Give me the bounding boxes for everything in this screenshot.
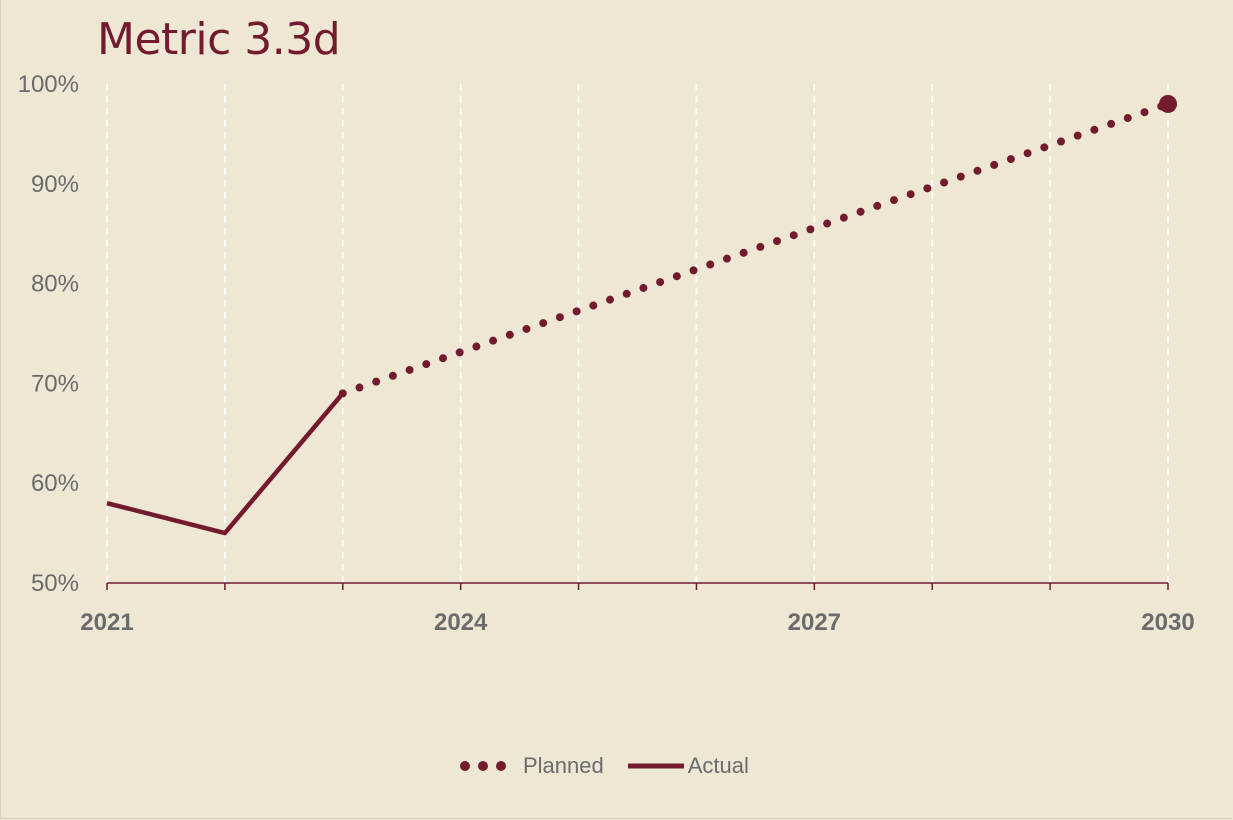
legend-solid-line-icon [627,763,684,769]
legend-label-planned: Planned [523,753,604,778]
legend-item-planned: Planned [455,753,604,779]
legend-label-actual: Actual [687,753,749,778]
series-end-marker-planned [1159,94,1177,113]
y-tick-label: 100% [18,71,79,98]
x-tick-label: 2027 [788,609,841,636]
x-axis [106,582,1169,590]
x-axis-tick-labels: 2021 2024 2027 2030 [80,609,1194,636]
legend: Planned Actual [455,750,749,782]
legend-dotted-line-icon [460,761,506,771]
y-axis-tick-labels: 50% 60% 70% 80% 90% 100% [18,71,79,597]
x-tick-label: 2024 [434,609,488,636]
y-tick-label: 80% [31,271,79,298]
series-lines [106,94,1177,536]
chart-title: Metric 3.3d [97,14,341,65]
y-tick-label: 70% [31,370,79,397]
y-tick-label: 60% [31,470,79,497]
y-tick-label: 50% [31,570,79,597]
x-tick-label: 2021 [80,609,133,636]
series-line-planned [338,99,1172,398]
y-tick-label: 90% [31,171,79,198]
x-tick-label: 2030 [1141,609,1194,636]
series-line-actual [106,391,345,536]
legend-item-actual: Actual [626,753,749,779]
